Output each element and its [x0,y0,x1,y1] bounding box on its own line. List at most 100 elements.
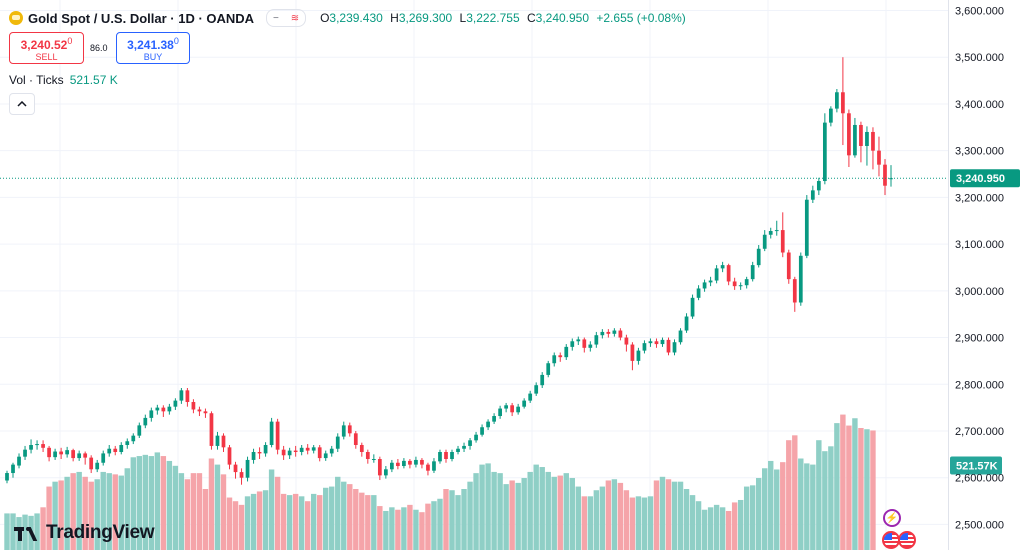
collapse-legend-button[interactable] [9,93,35,115]
candle-body [251,452,256,460]
volume-bar [455,495,461,550]
price-tick-label: 3,500.000 [955,52,1004,64]
volume-bar [780,462,786,550]
candle-body [414,459,418,465]
volume-bar [76,471,82,550]
candle-body [59,451,63,455]
candle-body [462,445,466,449]
volume-bar [479,464,485,550]
candle-body [534,385,539,394]
candle-body [287,450,292,456]
price-tick-label: 3,200.000 [955,192,1004,204]
change-value: +2.655 (+0.08%) [596,11,686,25]
volume-bar [491,471,497,550]
volume-bar [834,423,840,550]
candle-body [816,181,821,191]
candle-body [89,457,94,470]
symbol-title[interactable]: Gold Spot / U.S. Dollar · 1D · OANDA [28,10,255,26]
volume-legend[interactable]: Vol · Ticks 521.57 K [9,73,118,87]
volume-bar [226,497,233,550]
tradingview-logo[interactable]: TradingView [14,522,155,544]
candle-body [317,447,322,459]
candle-body [149,410,154,418]
volume-bar [774,469,780,550]
candle-body [197,409,202,412]
candle-body [65,450,70,455]
volume-bar [852,418,858,550]
candle-body [53,451,57,458]
candle-body [612,330,617,334]
volume-bar [755,478,762,550]
candle-body [131,435,136,442]
volume-bar [371,495,377,550]
candle-body [185,390,190,403]
candle-body [714,268,719,281]
volume-bar [810,464,816,550]
volume-bar [359,492,365,550]
candle-body [281,449,286,456]
volume-bar [545,471,551,550]
volume-bar [575,486,581,550]
volume-bar [677,481,684,550]
lightning-icon[interactable]: ⚡ [883,509,901,527]
volume-bar [581,496,588,550]
candle-body [323,453,328,459]
price-tick-label: 3,100.000 [955,239,1004,251]
price-tick-label: 2,500.000 [955,519,1004,531]
candle-body [744,279,749,286]
candle-body [161,407,166,412]
volume-bar [292,493,299,550]
candle-body [173,400,178,407]
candle-body [822,122,827,182]
candle-body [582,339,587,348]
candle-body [594,335,599,345]
volume-bar [864,429,870,550]
candle-body [768,231,773,235]
candle-body [540,374,545,386]
candle-body [696,288,701,298]
candle-body [335,436,340,449]
volume-bar [196,473,203,550]
candle-body [552,355,557,364]
minus-icon[interactable]: − [273,12,279,24]
volume-bar [310,493,317,550]
sell-button[interactable]: 3,240.520 SELL [9,32,84,64]
us-flag-icon[interactable] [898,531,916,549]
volume-bar [707,507,714,550]
volume-bar [743,486,750,550]
volume-bar [786,440,792,550]
ohlc-values: O3,239.430 H3,269.300 L3,222.755 C3,240.… [320,11,690,25]
volume-bar [725,510,732,550]
candle-body [23,449,27,457]
volume-bar [437,498,443,550]
candle-body [726,265,731,282]
volume-tag-label: 521.57K [956,461,998,473]
candle-body [179,390,184,401]
candle-body [432,461,436,471]
volume-bar [88,481,94,550]
candle-body [624,337,629,345]
candle-body [570,341,575,347]
buy-button[interactable]: 3,241.380 BUY [116,32,190,64]
candle-body [420,459,424,465]
chevron-up-icon [17,101,27,107]
price-tick-label: 3,300.000 [955,146,1004,158]
candle-body [486,421,490,428]
waves-icon[interactable]: ≋ [290,12,300,24]
legend-toggle[interactable]: − ≋ [266,9,307,27]
candle-body [293,450,298,453]
volume-bar [768,460,774,550]
candle-body [841,92,845,114]
candle-body [41,444,45,448]
candle-body [648,341,653,344]
candle-body [702,282,707,289]
volume-bar [154,452,161,550]
volume-bar [136,456,143,550]
candle-body [720,265,725,269]
volume-bar [551,476,557,550]
volume-bar [52,481,58,550]
volume-bar [719,507,726,550]
candle-body [859,124,863,146]
volume-bar [840,414,846,550]
